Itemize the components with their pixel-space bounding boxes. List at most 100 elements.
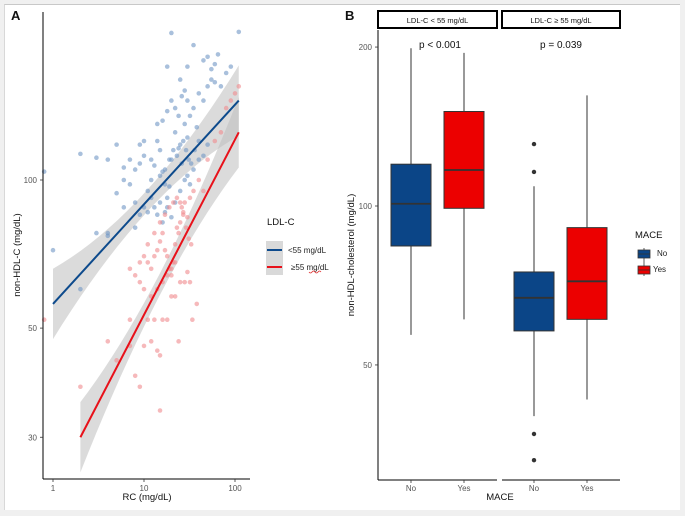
x-tick-label: No (529, 484, 540, 493)
data-point (141, 286, 147, 292)
regression-line-0 (52, 99, 240, 305)
data-point (215, 52, 221, 57)
data-point (114, 358, 119, 363)
data-point (179, 205, 185, 210)
data-point (121, 177, 127, 183)
a-y-axis-title: non-HDL-C (mg/dL) (12, 213, 23, 296)
y-tick-label: 50 (28, 324, 37, 333)
facet-strip-left (377, 10, 498, 29)
data-point (201, 98, 206, 103)
data-point (177, 200, 183, 205)
regression-line-1 (79, 131, 240, 438)
data-point (183, 147, 189, 153)
data-point (137, 161, 143, 166)
data-point (105, 233, 111, 239)
data-point (132, 373, 138, 379)
data-point (180, 209, 186, 215)
data-point (182, 279, 187, 285)
data-point (94, 230, 99, 236)
y-tick-label: 50 (363, 361, 372, 370)
data-point (176, 339, 181, 344)
data-point (132, 167, 138, 172)
data-point (78, 151, 83, 157)
data-point (176, 230, 181, 236)
data-point (177, 220, 183, 225)
data-point (209, 66, 214, 72)
data-point (152, 230, 157, 236)
data-point (185, 269, 190, 275)
data-point (154, 138, 160, 144)
data-point (188, 161, 194, 166)
data-point (182, 177, 187, 183)
data-point (160, 317, 165, 323)
data-point (172, 242, 178, 247)
data-point (121, 205, 127, 210)
data-point (132, 200, 138, 205)
data-point (196, 91, 202, 96)
data-point (169, 294, 174, 299)
data-point (105, 339, 111, 344)
data-point (194, 124, 200, 130)
data-point (232, 91, 238, 96)
data-point (167, 184, 172, 189)
data-point (154, 121, 160, 127)
data-point (148, 157, 154, 162)
data-point (152, 253, 157, 259)
data-point (185, 98, 190, 103)
data-point (152, 205, 157, 210)
data-point (218, 130, 224, 135)
data-point (137, 384, 143, 390)
data-point (78, 384, 83, 390)
data-point (172, 294, 178, 299)
data-point (164, 64, 170, 69)
data-point (169, 266, 174, 272)
data-point (141, 138, 147, 144)
data-point (157, 239, 163, 244)
boxplots (390, 48, 608, 463)
data-point (145, 242, 151, 247)
data-point (167, 157, 172, 162)
data-point (164, 253, 170, 259)
a-x-axis-title: RC (mg/dL) (122, 492, 171, 503)
data-point (137, 260, 143, 265)
data-point (194, 301, 200, 307)
data-point (132, 273, 138, 278)
panel-a-tag: A (11, 8, 21, 23)
facet-strip-left-label: LDL-C < 55 mg/dL (407, 16, 469, 25)
data-point (167, 205, 172, 210)
box-no (390, 163, 432, 247)
data-point (205, 157, 210, 162)
panel-b: B LDL-C < 55 mg/dL LDL-C ≥ 55 mg/dL p < … (345, 8, 668, 503)
data-point (137, 279, 143, 285)
data-point (157, 353, 163, 358)
data-point (187, 279, 193, 285)
x-tick-label: 100 (228, 484, 242, 493)
x-tick-label: 10 (140, 484, 149, 493)
data-point (180, 138, 186, 144)
data-point (205, 84, 210, 89)
data-point (185, 214, 190, 220)
data-point (171, 147, 176, 153)
data-point (179, 93, 185, 99)
y-tick-label: 100 (359, 202, 373, 211)
x-tick-label: Yes (580, 484, 593, 493)
data-point (94, 155, 99, 161)
b-legend-label-no: No (657, 249, 668, 258)
data-point (154, 348, 160, 353)
p-value-right: p = 0.039 (540, 40, 582, 51)
a-y-ticks: 30 50 100 (24, 176, 43, 442)
a-x-ticks: 1 10 100 (51, 479, 242, 493)
outlier-point (531, 431, 537, 437)
data-point (228, 64, 234, 69)
data-point (183, 225, 189, 230)
data-point (164, 195, 170, 201)
data-point (127, 266, 133, 272)
data-point (172, 130, 178, 135)
data-point (185, 135, 190, 140)
data-point (171, 200, 176, 205)
confidence-bands (53, 65, 239, 473)
data-point (127, 157, 133, 162)
data-point (127, 182, 133, 187)
data-point (187, 195, 193, 201)
